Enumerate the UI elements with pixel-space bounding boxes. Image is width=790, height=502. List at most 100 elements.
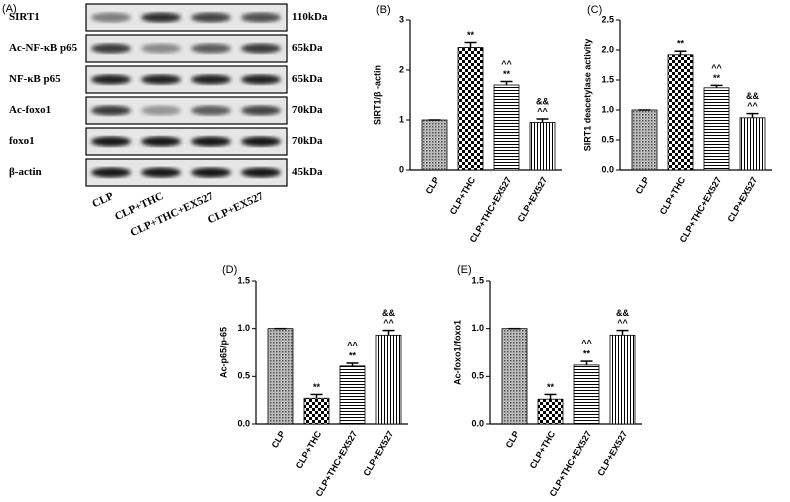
- protein-label: Ac-NF-κB p65: [9, 42, 78, 54]
- protein-label: β-actin: [9, 166, 42, 178]
- significance-mark: ^^: [501, 59, 512, 69]
- y-tick-label: 0.5: [237, 371, 250, 381]
- significance-mark: **: [547, 382, 555, 392]
- y-tick-label: 0.0: [471, 418, 484, 428]
- blot-band: [241, 12, 281, 23]
- blot-band: [141, 105, 181, 116]
- blot-band: [191, 105, 231, 116]
- y-tick-label: 0.5: [601, 134, 614, 144]
- blot-band: [141, 136, 181, 147]
- size-label: 70kDa: [292, 135, 323, 147]
- blot-band: [191, 12, 231, 23]
- protein-label: NF-κB p65: [9, 73, 61, 85]
- panel-label: (E): [457, 264, 472, 276]
- blot-band: [141, 12, 181, 23]
- y-tick-label: 1.5: [237, 275, 250, 285]
- x-tick-label: CLP: [270, 429, 288, 450]
- significance-mark: **: [503, 69, 511, 79]
- significance-mark: ^^: [347, 340, 358, 350]
- bar: [339, 365, 366, 425]
- y-tick-label: 1.5: [601, 74, 614, 84]
- significance-mark: **: [583, 348, 591, 358]
- bar: [457, 47, 484, 171]
- blot-band: [241, 43, 281, 54]
- y-axis-label: SIRT1/β -actin: [372, 65, 382, 125]
- blot-band: [191, 136, 231, 147]
- x-tick-label: CLP+THC+EX527: [314, 429, 360, 498]
- y-axis-label: Ac-foxo1/foxo1: [452, 320, 462, 385]
- bar: [609, 334, 636, 425]
- blot-band: [91, 12, 131, 23]
- blot-band: [91, 167, 131, 178]
- y-tick-label: 2: [399, 64, 404, 74]
- significance-mark: ^^: [711, 63, 722, 73]
- significance-mark: **: [467, 30, 475, 40]
- blot-band: [91, 43, 131, 54]
- size-label: 110kDa: [292, 11, 328, 23]
- blot-band: [241, 105, 281, 116]
- x-tick-label: CLP+EX527: [595, 429, 629, 478]
- blot-band: [141, 167, 181, 178]
- y-tick-label: 1: [399, 114, 404, 124]
- protein-label: SIRT1: [9, 11, 40, 23]
- x-tick-label: CLP: [504, 429, 522, 450]
- x-tick-label: CLP+EX527: [725, 175, 759, 224]
- size-label: 65kDa: [292, 42, 323, 54]
- lane-label: CLP: [90, 190, 115, 210]
- panel-label: (B): [376, 4, 391, 16]
- lane-label: CLP+EX527: [206, 190, 266, 226]
- significance-mark: ^^: [537, 106, 548, 116]
- x-tick-label: CLP+THC: [294, 429, 324, 471]
- significance-mark: &&: [746, 91, 759, 101]
- significance-mark: **: [313, 382, 321, 392]
- significance-mark: **: [713, 73, 721, 83]
- x-tick-label: CLP: [424, 175, 442, 196]
- x-tick-label: CLP+THC+EX527: [548, 429, 594, 498]
- blot-band: [241, 136, 281, 147]
- significance-mark: **: [349, 350, 357, 360]
- significance-mark: &&: [616, 308, 629, 318]
- significance-mark: ^^: [617, 318, 628, 328]
- size-label: 45kDa: [292, 166, 323, 178]
- x-tick-label: CLP: [634, 175, 652, 196]
- y-tick-label: 1.0: [601, 104, 614, 114]
- significance-mark: &&: [382, 308, 395, 318]
- significance-mark: ^^: [581, 338, 592, 348]
- protein-label: Ac-foxo1: [9, 104, 51, 116]
- bar: [739, 117, 766, 171]
- bar: [537, 398, 564, 425]
- bar: [421, 119, 448, 171]
- significance-mark: **: [677, 39, 685, 49]
- protein-label: foxo1: [9, 135, 35, 147]
- y-tick-label: 3: [399, 14, 404, 24]
- y-tick-label: 0: [399, 164, 404, 174]
- blot-band: [91, 136, 131, 147]
- blot-band: [191, 167, 231, 178]
- x-tick-label: CLP+THC: [448, 175, 478, 217]
- x-tick-label: CLP+THC+EX527: [468, 175, 514, 244]
- y-axis-label: Ac-p65/p-65: [218, 327, 228, 378]
- bar: [493, 84, 520, 171]
- y-tick-label: 2.5: [601, 14, 614, 24]
- x-tick-label: CLP+THC: [658, 175, 688, 217]
- y-tick-label: 1.5: [471, 275, 484, 285]
- blot-band: [91, 74, 131, 85]
- y-tick-label: 0.0: [601, 164, 614, 174]
- size-label: 65kDa: [292, 73, 323, 85]
- blot-band: [241, 167, 281, 178]
- bar: [703, 87, 730, 171]
- significance-mark: ^^: [747, 101, 758, 111]
- bar: [573, 364, 600, 425]
- panel-label: (D): [222, 264, 237, 276]
- y-tick-label: 1.0: [471, 323, 484, 333]
- bar: [303, 397, 330, 425]
- lane-label: CLP+THC+EX527: [129, 190, 216, 239]
- blot-band: [191, 43, 231, 54]
- bar: [267, 328, 294, 425]
- significance-mark: ^^: [383, 318, 394, 328]
- blot-band: [91, 105, 131, 116]
- blot-band: [141, 74, 181, 85]
- x-tick-label: CLP+EX527: [361, 429, 395, 478]
